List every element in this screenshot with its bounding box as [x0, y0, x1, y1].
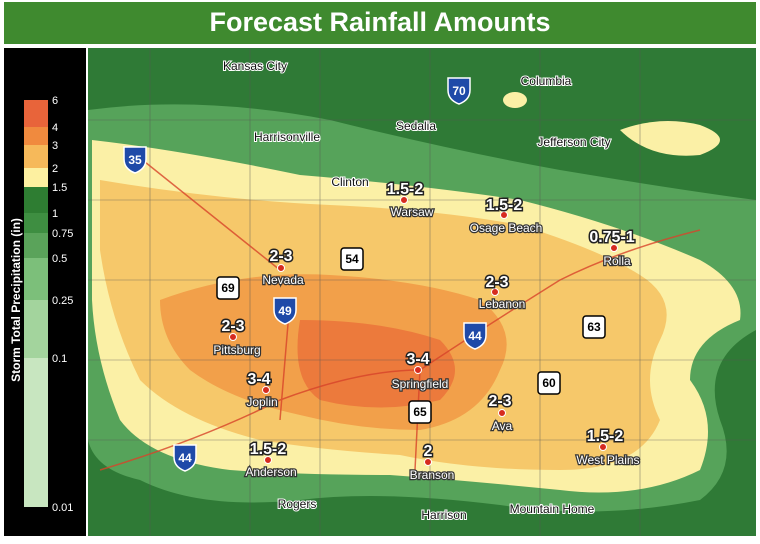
legend: Storm Total Precipitation (in) 6 4 3 2 1… [4, 48, 86, 536]
city: Jefferson City [537, 135, 610, 149]
city-dot [277, 264, 285, 272]
city: Clinton [331, 175, 368, 189]
title: Forecast Rainfall Amounts [209, 7, 550, 37]
city-dot [500, 211, 508, 219]
amount: 2-3 [221, 318, 244, 335]
city: Pittsburg [213, 343, 260, 357]
city-dot [400, 196, 408, 204]
legend-title: Storm Total Precipitation (in) [9, 218, 23, 382]
amount: 2-3 [488, 393, 511, 410]
legend-tick: 3 [52, 140, 58, 152]
highway-label: 49 [278, 304, 292, 318]
legend-tick: 0.25 [52, 295, 73, 307]
highway-label: 69 [221, 281, 235, 295]
map [88, 48, 756, 536]
city: Joplin [246, 395, 277, 409]
city: Anderson [245, 465, 296, 479]
legend-tick: 1 [52, 208, 58, 220]
city: Springfield [392, 377, 449, 391]
city-dot [491, 288, 499, 296]
city: Harrisonville [254, 130, 320, 144]
city-dot [610, 244, 618, 252]
amount: 2-3 [269, 248, 292, 265]
amount: 1.5-2 [587, 428, 624, 445]
highway-label: 54 [345, 252, 359, 266]
highway-label: 60 [542, 376, 556, 390]
amount: 1.5-2 [250, 441, 287, 458]
amount: 2 [424, 443, 433, 460]
legend-tick: 6 [52, 95, 58, 107]
city: Nevada [262, 273, 304, 287]
city: Harrison [421, 508, 466, 522]
city: Mountain Home [510, 502, 595, 516]
city: Warsaw [391, 205, 434, 219]
highway-label: 70 [452, 84, 466, 98]
city-dot [599, 443, 607, 451]
amount: 1.5-2 [486, 197, 523, 214]
title-bar [4, 2, 756, 44]
city: Rogers [278, 497, 317, 511]
legend-tick: 0.5 [52, 253, 67, 265]
city: Columbia [521, 74, 572, 88]
city-dot [229, 333, 237, 341]
forecast-places: 1.5-2 Warsaw 1.5-2 Osage Beach 0.75-1 Ro… [212, 180, 641, 484]
amount: 2-3 [485, 274, 508, 291]
city-dot [262, 386, 270, 394]
city: West Plains [576, 453, 639, 467]
city-dot [498, 409, 506, 417]
city: Osage Beach [470, 221, 543, 235]
legend-tick: 0.01 [52, 502, 73, 514]
other-places: Kansas City Columbia Harrisonville Sedal… [222, 58, 612, 523]
highway-label: 63 [587, 320, 601, 334]
city: Lebanon [479, 297, 526, 311]
highway-label: 44 [468, 329, 482, 343]
amount: 0.75-1 [589, 229, 634, 246]
amount: 3-4 [406, 351, 429, 368]
city: Branson [410, 468, 455, 482]
legend-tick: 4 [52, 122, 58, 134]
legend-tick: 2 [52, 163, 58, 175]
city: Ava [492, 419, 513, 433]
amount: 1.5-2 [387, 181, 424, 198]
legend-tick: 0.75 [52, 228, 73, 240]
legend-tick: 1.5 [52, 182, 67, 194]
legend-tick: 0.1 [52, 353, 67, 365]
highway-label: 44 [178, 451, 192, 465]
city: Kansas City [223, 59, 287, 73]
city-dot [414, 366, 422, 374]
amount: 3-4 [247, 371, 270, 388]
city-dot [264, 456, 272, 464]
city: Sedalia [396, 119, 436, 133]
highway-label: 35 [128, 153, 142, 167]
highway-label: 65 [413, 405, 427, 419]
city: Rolla [603, 254, 631, 268]
highways: 70 35 44 44 49 69 54 63 60 65 [123, 77, 606, 472]
city-dot [424, 458, 432, 466]
